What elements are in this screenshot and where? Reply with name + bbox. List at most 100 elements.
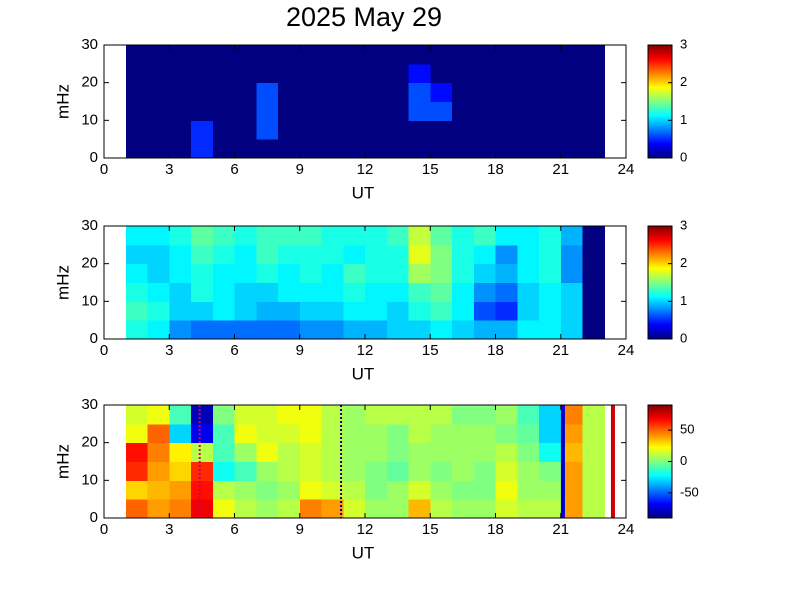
y-tick-label: 20: [81, 255, 98, 272]
y-tick-label: 30: [81, 396, 98, 413]
figure-title: 2025 May 29: [286, 2, 442, 32]
heatmap-cell: [169, 423, 192, 444]
heatmap-cell: [343, 120, 366, 140]
heatmap-cell: [430, 301, 453, 321]
heatmap-cell: [430, 320, 453, 340]
heatmap-cell: [191, 442, 214, 462]
heatmap-cell: [582, 423, 605, 444]
heatmap-cell: [365, 499, 388, 519]
heatmap-cell: [408, 120, 431, 140]
heatmap-cell: [321, 405, 344, 425]
heatmap-cell: [147, 263, 170, 283]
heatmap-cell: [539, 63, 562, 84]
heatmap-cell: [430, 442, 453, 462]
heatmap-cell: [495, 282, 518, 302]
heatmap-cell: [386, 139, 409, 159]
x-tick-label: 9: [296, 342, 304, 359]
heatmap-cell: [321, 461, 344, 481]
heatmap-cell: [539, 442, 562, 462]
heatmap-cell: [560, 244, 583, 265]
heatmap-cell: [234, 263, 257, 283]
heatmap-cell: [582, 405, 605, 425]
heatmap-cell: [582, 461, 605, 481]
heatmap-cell: [256, 442, 279, 462]
heatmap-cell: [430, 101, 453, 121]
heatmap-cell: [560, 301, 583, 321]
heatmap-cell: [191, 63, 214, 84]
heatmap-cell: [452, 423, 475, 444]
x-tick-label: 24: [618, 342, 635, 359]
y-tick-label: 10: [81, 111, 98, 128]
heatmap-cell: [234, 461, 257, 481]
heatmap-cell: [278, 423, 301, 444]
heatmap-cell: [452, 320, 475, 340]
heatmap-cell: [495, 45, 518, 65]
heatmap-cell: [365, 320, 388, 340]
heatmap-cell: [125, 499, 148, 519]
heatmap-cell: [343, 423, 366, 444]
heatmap-cell: [256, 301, 279, 321]
heatmap-cell: [473, 82, 496, 102]
heatmap-cell: [321, 301, 344, 321]
heatmap-cell: [256, 499, 279, 519]
heatmap-cell: [147, 139, 170, 159]
heatmap-cell: [430, 405, 453, 425]
heatmap-cell: [278, 461, 301, 481]
heatmap-cell: [430, 45, 453, 65]
heatmap-cell: [234, 282, 257, 302]
heatmap-cell: [278, 45, 301, 65]
heatmap-cell: [212, 320, 235, 340]
heatmap-cell: [473, 139, 496, 159]
heatmap-cell: [539, 226, 562, 246]
heatmap-cell: [539, 120, 562, 140]
heatmap-cell: [386, 282, 409, 302]
y-tick-label: 20: [81, 434, 98, 451]
heatmap-cell: [408, 423, 431, 444]
heatmap-cell: [473, 282, 496, 302]
heatmap-cell: [473, 120, 496, 140]
heatmap-cell: [191, 139, 214, 159]
heatmap-cell: [169, 405, 192, 425]
heatmap-cell: [278, 405, 301, 425]
heatmap-cell: [212, 282, 235, 302]
heatmap-cell: [408, 82, 431, 102]
heatmap-cell: [147, 320, 170, 340]
heatmap-cells: [125, 45, 605, 159]
heatmap-cell: [430, 226, 453, 246]
heatmap-cell: [452, 101, 475, 121]
heatmap-cell: [517, 405, 540, 425]
heatmap-cell: [452, 263, 475, 283]
heatmap-cell: [408, 226, 431, 246]
heatmap-cell: [560, 499, 583, 519]
x-tick-label: 18: [487, 161, 504, 178]
heatmap-cell: [517, 101, 540, 121]
heatmap-cell: [560, 226, 583, 246]
heatmap-cell: [125, 282, 148, 302]
heatmap-cell: [560, 405, 583, 425]
heatmap-cell: [517, 244, 540, 265]
heatmap-cell: [147, 120, 170, 140]
heatmap-cell: [430, 480, 453, 500]
heatmap-cell: [212, 63, 235, 84]
x-tick-label: 24: [618, 521, 635, 538]
heatmap-cell: [386, 405, 409, 425]
heatmap-cell: [560, 45, 583, 65]
x-tick-label: 9: [296, 161, 304, 178]
x-axis-label: UT: [352, 543, 375, 562]
heatmap-cell: [560, 282, 583, 302]
heatmap-cell: [147, 45, 170, 65]
heatmap-cell: [365, 442, 388, 462]
heatmap-cell: [365, 63, 388, 84]
heatmap-cell: [452, 301, 475, 321]
heatmap-cell: [408, 461, 431, 481]
heatmap-cell: [517, 301, 540, 321]
y-axis-label: mHz: [53, 84, 72, 119]
heatmap-cell: [256, 63, 279, 84]
heatmap-cell: [365, 120, 388, 140]
heatmap-cell: [343, 442, 366, 462]
heatmap-cells: [125, 405, 605, 519]
heatmap-cell: [452, 226, 475, 246]
heatmap-cell: [582, 320, 605, 340]
heatmap-cell: [343, 405, 366, 425]
heatmap-cell: [234, 442, 257, 462]
